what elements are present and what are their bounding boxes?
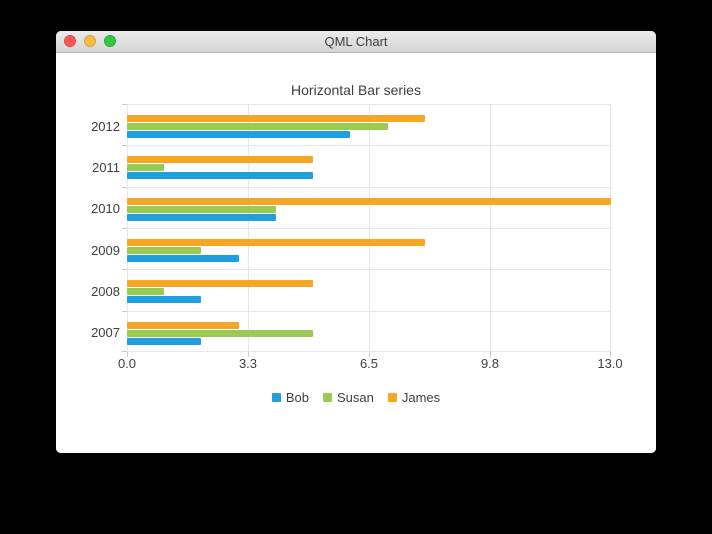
qml-chart-window: QML Chart Horizontal Bar series 2012 2011… xyxy=(56,31,656,453)
x-axis-tick xyxy=(610,352,611,357)
legend-label: Susan xyxy=(336,389,374,405)
bar-james-2012 xyxy=(127,115,425,122)
gridline-horizontal xyxy=(127,187,611,188)
legend-label: Bob xyxy=(285,389,309,405)
bar-susan-2011 xyxy=(127,164,164,171)
gridline-horizontal xyxy=(127,311,611,312)
bar-susan-2009 xyxy=(127,247,201,254)
gridline-horizontal xyxy=(127,351,611,352)
bar-bob-2007 xyxy=(127,338,201,345)
x-axis-tick-label: 6.5 xyxy=(359,356,379,371)
x-axis-tick xyxy=(127,352,128,357)
category-label: 2009 xyxy=(91,243,120,258)
bar-bob-2011 xyxy=(127,172,313,179)
y-axis-tick xyxy=(122,311,127,312)
x-axis-tick xyxy=(369,352,370,357)
gridline-horizontal xyxy=(127,104,611,105)
legend-item-james: James xyxy=(387,389,441,405)
bar-james-2008 xyxy=(127,280,313,287)
bar-bob-2010 xyxy=(127,214,276,221)
category-label: 2012 xyxy=(91,119,120,134)
category-label: 2007 xyxy=(91,325,120,340)
gridline-horizontal xyxy=(127,269,611,270)
x-axis-tick xyxy=(248,352,249,357)
y-axis-tick xyxy=(122,228,127,229)
legend-item-susan: Susan xyxy=(322,389,374,405)
y-axis-tick xyxy=(122,145,127,146)
x-axis-tick xyxy=(490,352,491,357)
category-label: 2008 xyxy=(91,284,120,299)
category-label: 2011 xyxy=(92,160,120,175)
chart-legend: Bob Susan James xyxy=(56,389,656,405)
plot-area xyxy=(122,104,611,357)
y-axis-tick xyxy=(122,351,127,352)
bar-bob-2008 xyxy=(127,296,201,303)
bar-susan-2010 xyxy=(127,206,276,213)
y-axis-tick xyxy=(122,104,127,105)
x-axis-tick-label: 13.0 xyxy=(597,356,623,371)
bar-susan-2012 xyxy=(127,123,388,130)
gridline-horizontal xyxy=(127,228,611,229)
legend-marker-bob xyxy=(271,392,281,402)
legend-marker-susan xyxy=(322,392,332,402)
bar-bob-2012 xyxy=(127,131,350,138)
minimize-button[interactable] xyxy=(84,35,96,47)
legend-marker-james xyxy=(387,392,397,402)
bar-susan-2007 xyxy=(127,330,313,337)
chart-canvas: Horizontal Bar series 2012 2011 2010 2009 20… xyxy=(56,53,656,453)
window-titlebar[interactable]: QML Chart xyxy=(56,31,656,53)
x-axis-tick-label: 3.3 xyxy=(238,356,258,371)
y-axis-tick xyxy=(122,269,127,270)
close-button[interactable] xyxy=(64,35,76,47)
bar-susan-2008 xyxy=(127,288,164,295)
bar-james-2011 xyxy=(127,156,313,163)
chart-title: Horizontal Bar series xyxy=(291,82,421,98)
legend-label: James xyxy=(401,389,441,405)
y-axis-tick xyxy=(122,187,127,188)
bar-james-2009 xyxy=(127,239,425,246)
bar-james-2010 xyxy=(127,198,611,205)
gridline-horizontal xyxy=(127,145,611,146)
x-axis-tick-label: 9.8 xyxy=(480,356,500,371)
zoom-button[interactable] xyxy=(104,35,116,47)
bar-bob-2009 xyxy=(127,255,239,262)
x-axis-tick-label: 0.0 xyxy=(117,356,137,371)
window-title: QML Chart xyxy=(324,34,388,49)
window-controls xyxy=(64,35,116,47)
bar-james-2007 xyxy=(127,322,239,329)
legend-item-bob: Bob xyxy=(271,389,309,405)
category-label: 2010 xyxy=(91,201,120,216)
